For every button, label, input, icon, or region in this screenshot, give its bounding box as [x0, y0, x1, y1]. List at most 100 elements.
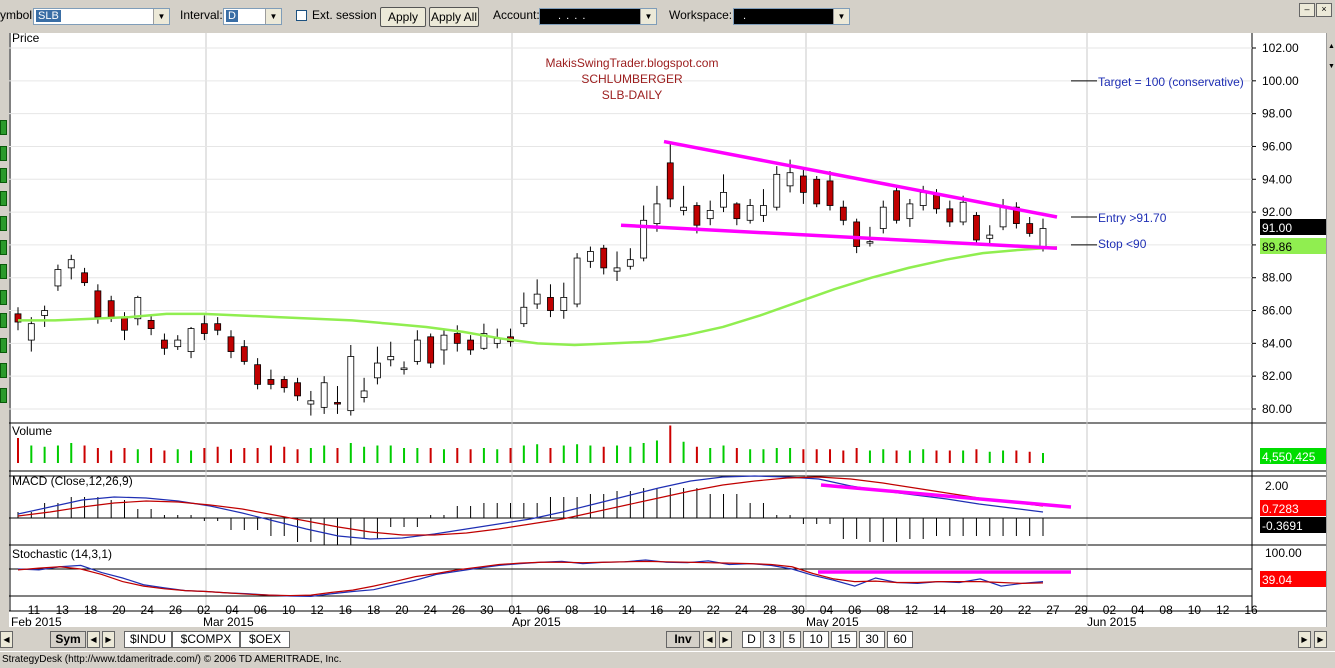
volume-bar	[562, 445, 565, 463]
candle-body	[919, 191, 927, 206]
candle-body	[320, 382, 328, 408]
drawing-tool-icon[interactable]	[0, 120, 7, 135]
scroll-left-icon[interactable]: ◀	[0, 631, 13, 648]
chevron-down-icon[interactable]: ▼	[640, 9, 656, 24]
interval-combobox[interactable]: D ▼	[223, 8, 282, 25]
drawing-tool-icon[interactable]	[0, 363, 7, 378]
chevron-down-icon[interactable]: ▼	[833, 9, 849, 24]
stop-annotation: Stop <90	[1098, 237, 1147, 251]
candle-body	[533, 293, 541, 305]
candle-body	[746, 205, 754, 221]
chevron-left-icon[interactable]: ◀	[87, 631, 100, 648]
ext-session-checkbox[interactable]	[296, 10, 307, 21]
drawing-tool-icon[interactable]	[0, 146, 7, 161]
macd-axis-label: 2.00	[1265, 479, 1289, 493]
drawing-tool-icon[interactable]	[0, 240, 7, 255]
tab-compx[interactable]: $COMPX	[172, 631, 240, 648]
minimize-button[interactable]: –	[1299, 3, 1315, 17]
drawing-tool-icon[interactable]	[0, 191, 7, 206]
apply-button[interactable]: Apply	[380, 7, 426, 27]
date-tick-label: 18	[84, 603, 98, 617]
candle-body	[933, 193, 940, 210]
drawing-tool-icon[interactable]	[0, 216, 7, 231]
tab-15[interactable]: 15	[831, 631, 857, 648]
volume-bar	[229, 449, 232, 463]
tab-indu[interactable]: $INDU	[124, 631, 172, 648]
tab-inv[interactable]: Inv	[666, 631, 700, 648]
volume-bar	[403, 448, 406, 463]
volume-bar	[908, 450, 911, 463]
month-label: Apr 2015	[512, 615, 561, 627]
right-scroll-panel[interactable]: ▲ ▼	[1326, 33, 1335, 627]
candle-body	[227, 336, 235, 352]
candle-body	[986, 234, 994, 239]
date-tick-label: 06	[848, 603, 862, 617]
volume-bar	[695, 446, 698, 463]
volume-bar	[296, 449, 299, 463]
candle-body	[906, 203, 914, 220]
date-tick-label: 24	[735, 603, 749, 617]
symbol-combobox[interactable]: SLB ▼	[33, 8, 170, 25]
close-button[interactable]: ×	[1316, 3, 1332, 17]
date-tick-label: 02	[197, 603, 211, 617]
chevron-down-icon[interactable]: ▼	[153, 9, 169, 24]
macd-badge	[1260, 500, 1326, 516]
drawing-tool-icon[interactable]	[0, 388, 7, 403]
date-tick-label: 24	[141, 603, 155, 617]
scroll-down-icon[interactable]: ▼	[1328, 63, 1335, 70]
chart-area[interactable]: 80.0082.0084.0086.0088.0090.0092.0094.00…	[9, 33, 1326, 627]
candle-body	[254, 364, 262, 385]
price-tick-label: 84.00	[1262, 336, 1292, 350]
volume-bar	[1028, 451, 1031, 463]
ext-session-label: Ext. session	[312, 8, 377, 22]
tab-d[interactable]: D	[742, 631, 761, 648]
scroll-up-icon[interactable]: ▲	[1328, 43, 1335, 50]
ma-value-badge-text: 89.86	[1262, 240, 1292, 254]
symbol-label: ymbol:	[0, 8, 36, 22]
scroll-end-icon[interactable]: ▶	[1314, 631, 1327, 648]
volume-bar	[416, 448, 419, 463]
date-tick-label: 16	[1244, 603, 1258, 617]
date-tick-label: 30	[791, 603, 805, 617]
volume-bar	[349, 443, 352, 463]
tab-oex[interactable]: $OEX	[240, 631, 290, 648]
volume-bar	[789, 448, 792, 463]
volume-bar	[735, 448, 738, 463]
tab-30[interactable]: 30	[859, 631, 885, 648]
date-tick-label: 06	[537, 603, 551, 617]
volume-bar	[935, 450, 938, 463]
candle-body	[999, 206, 1007, 228]
date-tick-label: 22	[707, 603, 721, 617]
volume-bar	[269, 445, 272, 463]
chevron-right-icon[interactable]: ▶	[102, 631, 115, 648]
drawing-tool-icon[interactable]	[0, 313, 7, 328]
chevron-down-icon[interactable]: ▼	[265, 9, 281, 24]
chevron-left-icon[interactable]: ◀	[703, 631, 716, 648]
month-label: Feb 2015	[11, 615, 62, 627]
volume-bar	[1015, 450, 1018, 463]
tab-3[interactable]: 3	[763, 631, 781, 648]
stochastic-badge	[1260, 571, 1326, 587]
drawing-tool-icon[interactable]	[0, 264, 7, 279]
volume-bar	[83, 445, 86, 463]
volume-bar	[975, 449, 978, 463]
workspace-combobox[interactable]: . ▼	[733, 8, 850, 25]
date-tick-label: 20	[395, 603, 409, 617]
apply-all-button[interactable]: Apply All	[429, 7, 479, 27]
candle-body	[267, 379, 275, 385]
tab-10[interactable]: 10	[803, 631, 829, 648]
price-tick-label: 98.00	[1262, 107, 1292, 121]
drawing-tool-icon[interactable]	[0, 338, 7, 353]
scroll-right-icon[interactable]: ▶	[1298, 631, 1311, 648]
date-tick-label: 02	[1103, 603, 1117, 617]
tab-60[interactable]: 60	[887, 631, 913, 648]
account-combobox[interactable]: . . . . ▼	[539, 8, 657, 25]
volume-bar	[496, 449, 499, 463]
date-tick-label: 14	[622, 603, 636, 617]
drawing-tool-icon[interactable]	[0, 290, 7, 305]
chevron-right-icon[interactable]: ▶	[719, 631, 732, 648]
date-tick-label: 29	[1075, 603, 1089, 617]
tab-5[interactable]: 5	[783, 631, 801, 648]
tab-sym[interactable]: Sym	[50, 631, 86, 648]
drawing-tool-icon[interactable]	[0, 168, 7, 183]
